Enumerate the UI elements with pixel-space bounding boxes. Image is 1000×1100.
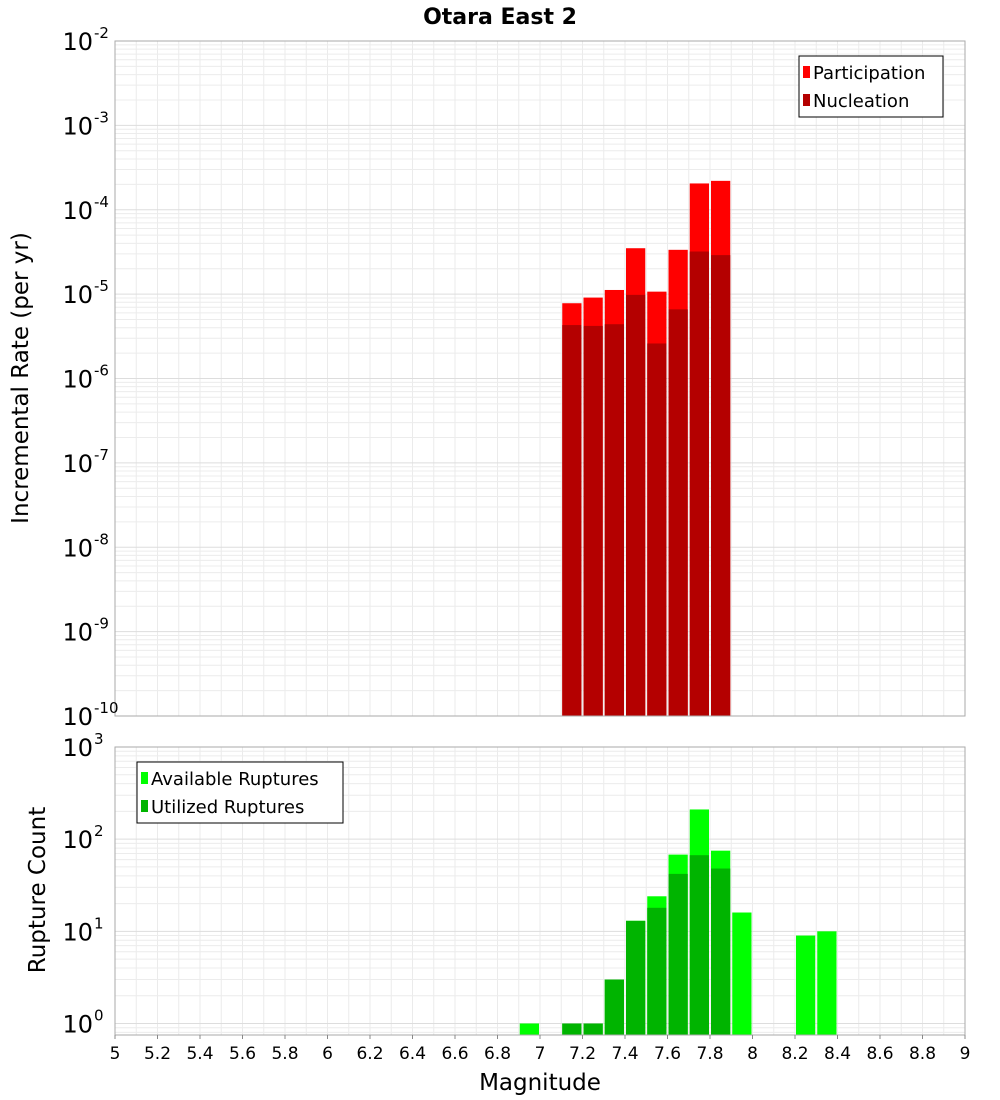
top-y-tick-exponent: -2 xyxy=(94,24,109,42)
bottom-bar-s1 xyxy=(604,979,624,1035)
top-legend-swatch xyxy=(803,66,810,78)
bottom-y-tick-exponent: 1 xyxy=(94,914,104,932)
top-y-tick-exponent: -5 xyxy=(94,277,109,295)
top-legend-label: Participation xyxy=(813,63,925,84)
bottom-bar-s0 xyxy=(519,1023,539,1035)
x-tick-label: 7.2 xyxy=(569,1044,596,1064)
top-y-tick-label: 10 xyxy=(62,534,93,562)
top-y-tick-label: 10 xyxy=(62,281,93,309)
x-tick-label: 6.2 xyxy=(356,1044,383,1064)
bottom-bar-s1 xyxy=(583,1023,603,1035)
bottom-bar-s0 xyxy=(796,935,816,1035)
bottom-bar-s1 xyxy=(711,868,731,1035)
bottom-y-tick-label: 10 xyxy=(62,734,93,762)
bottom-legend-label: Utilized Ruptures xyxy=(151,797,304,818)
x-tick-label: 5 xyxy=(110,1044,121,1064)
x-tick-label: 5.2 xyxy=(144,1044,171,1064)
x-tick-label: 7 xyxy=(535,1044,546,1064)
top-y-tick-label: 10 xyxy=(62,450,93,478)
x-tick-label: 7.4 xyxy=(611,1044,638,1064)
bottom-bar-s1 xyxy=(647,907,667,1035)
x-tick-label: 5.6 xyxy=(229,1044,256,1064)
x-tick-label: 8.8 xyxy=(909,1044,936,1064)
top-y-tick-label: 10 xyxy=(62,703,93,731)
top-y-tick-exponent: -3 xyxy=(94,108,109,126)
bottom-legend-swatch xyxy=(141,772,148,784)
x-tick-label: 5.8 xyxy=(271,1044,298,1064)
x-tick-label: 8.6 xyxy=(866,1044,893,1064)
x-tick-label: 9 xyxy=(960,1044,971,1064)
x-tick-label: 6.4 xyxy=(399,1044,426,1064)
bottom-y-tick-exponent: 0 xyxy=(94,1006,104,1024)
x-axis-label: Magnitude xyxy=(479,1070,601,1096)
bottom-legend-box xyxy=(136,761,344,824)
top-y-tick-exponent: -8 xyxy=(94,530,109,548)
bottom-legend-swatch xyxy=(141,800,148,812)
top-bar-s1 xyxy=(562,325,582,716)
x-tick-label: 7.8 xyxy=(696,1044,723,1064)
x-tick-label: 8.2 xyxy=(781,1044,808,1064)
top-bar-s1 xyxy=(647,343,667,716)
x-tick-label: 8.4 xyxy=(824,1044,851,1064)
x-tick-label: 7.6 xyxy=(654,1044,681,1064)
top-y-tick-exponent: -9 xyxy=(94,615,109,633)
top-bar-s1 xyxy=(689,251,709,716)
top-legend-label: Nucleation xyxy=(813,91,909,112)
top-y-tick-exponent: -6 xyxy=(94,362,109,380)
top-bar-s1 xyxy=(626,294,646,716)
bottom-y-tick-label: 10 xyxy=(62,826,93,854)
bottom-bar-s1 xyxy=(689,855,709,1035)
top-bar-s1 xyxy=(604,324,624,716)
top-y-tick-label: 10 xyxy=(62,112,93,140)
top-y-tick-exponent: -4 xyxy=(94,193,109,211)
top-y-axis-label: Incremental Rate (per yr) xyxy=(8,232,34,524)
bottom-bar-s0 xyxy=(817,931,837,1035)
bottom-legend-label: Available Ruptures xyxy=(151,769,319,790)
x-tick-label: 8 xyxy=(747,1044,758,1064)
top-y-tick-exponent: -7 xyxy=(94,446,109,464)
top-bar-s1 xyxy=(668,309,688,716)
bottom-bar-s0 xyxy=(732,912,752,1035)
chart-title: Otara East 2 xyxy=(423,5,577,30)
top-legend-swatch xyxy=(803,94,810,106)
top-y-tick-label: 10 xyxy=(62,366,93,394)
bottom-y-tick-exponent: 2 xyxy=(94,822,104,840)
top-plot-frame xyxy=(114,40,966,717)
bottom-bar-s1 xyxy=(562,1023,582,1035)
x-tick-label: 6 xyxy=(322,1044,333,1064)
top-legend-box xyxy=(798,55,944,118)
bottom-y-tick-label: 10 xyxy=(62,1010,93,1038)
bottom-bar-s1 xyxy=(668,873,688,1035)
bottom-y-axis-label: Rupture Count xyxy=(25,807,51,973)
top-bar-s1 xyxy=(711,255,731,716)
top-y-tick-label: 10 xyxy=(62,619,93,647)
x-tick-label: 6.6 xyxy=(441,1044,468,1064)
x-tick-label: 5.4 xyxy=(186,1044,213,1064)
top-bar-s1 xyxy=(583,325,603,716)
x-tick-label: 6.8 xyxy=(484,1044,511,1064)
bottom-bar-s1 xyxy=(626,920,646,1035)
top-y-tick-exponent: -10 xyxy=(94,699,119,717)
top-y-tick-label: 10 xyxy=(62,28,93,56)
bottom-y-tick-label: 10 xyxy=(62,918,93,946)
top-y-tick-label: 10 xyxy=(62,197,93,225)
bottom-y-tick-exponent: 3 xyxy=(94,730,104,748)
